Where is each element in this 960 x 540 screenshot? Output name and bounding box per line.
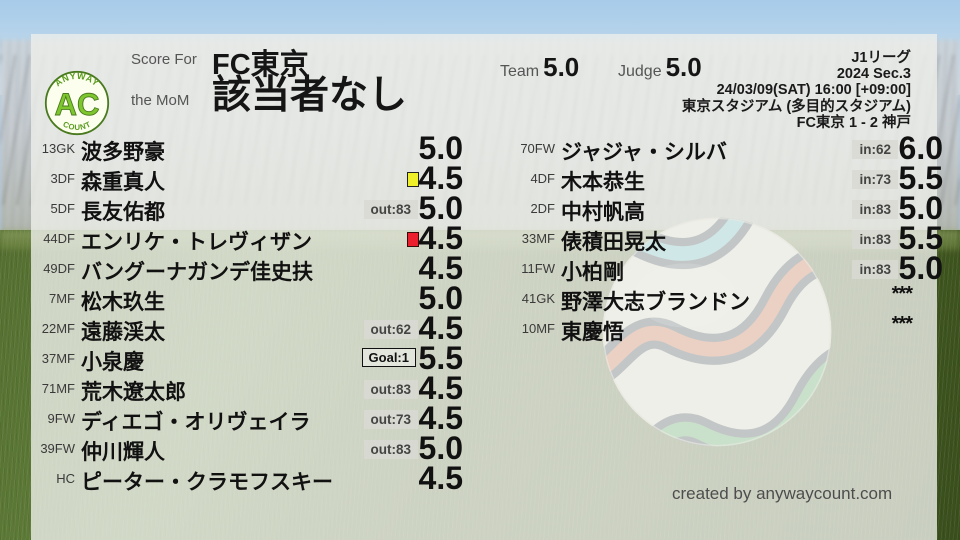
svg-text:AC: AC [54,87,99,122]
